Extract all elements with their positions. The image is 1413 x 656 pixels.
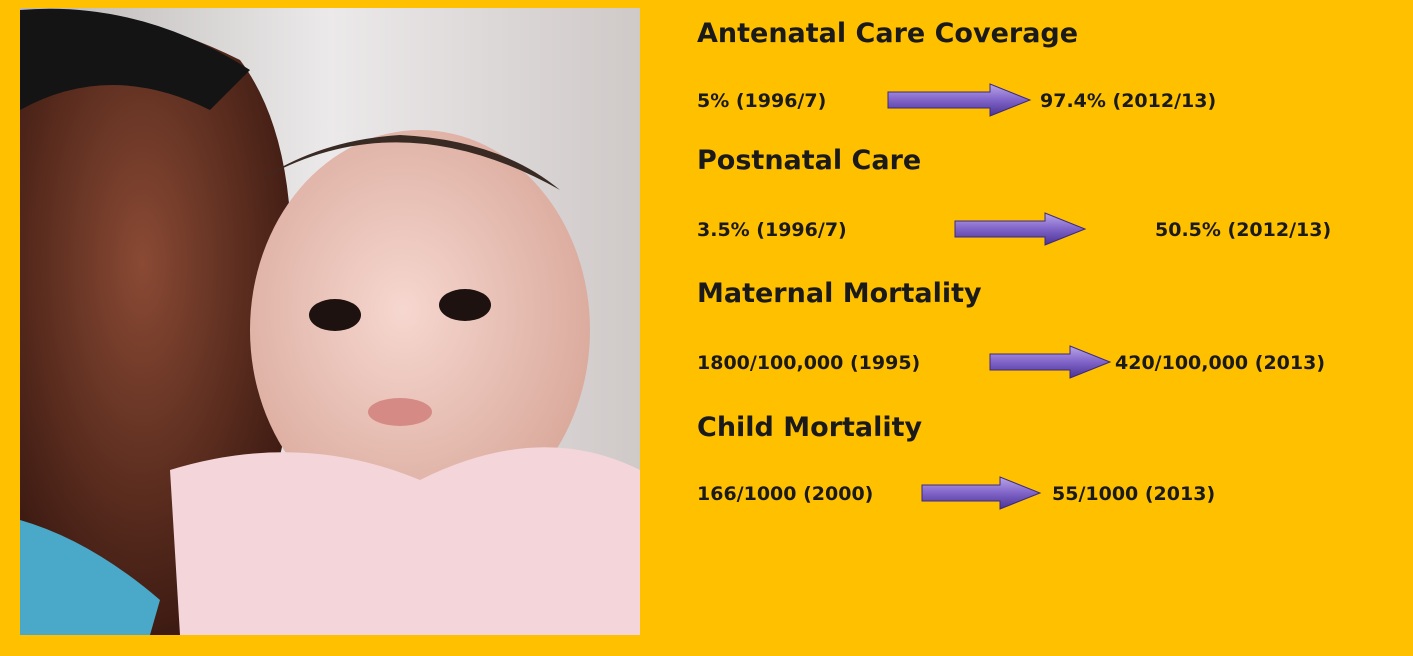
- slide: Antenatal Care Coverage 5% (1996/7) 97.4% …: [0, 0, 1413, 656]
- photo: [20, 8, 640, 635]
- section-title: Child Mortality: [697, 412, 923, 443]
- from-value: 3.5% (1996/7): [697, 219, 847, 241]
- arrow: [990, 346, 1110, 378]
- page: Antenatal Care Coverage 5% (1996/7) 97.4% …: [0, 0, 1413, 656]
- from-value: 5% (1996/7): [697, 90, 826, 112]
- section-title: Antenatal Care Coverage: [697, 18, 1078, 49]
- to-value: 97.4% (2012/13): [1040, 90, 1216, 112]
- section-title: Postnatal Care: [697, 145, 921, 176]
- to-value: 420/100,000 (2013): [1115, 352, 1325, 374]
- arrow: [955, 213, 1085, 245]
- to-value: 50.5% (2012/13): [1155, 219, 1331, 241]
- content: Antenatal Care Coverage 5% (1996/7) 97.4% …: [697, 18, 1331, 509]
- from-value: 166/1000 (2000): [697, 483, 873, 505]
- to-value: 55/1000 (2013): [1052, 483, 1215, 505]
- arrow: [888, 84, 1030, 116]
- arrow: [922, 477, 1040, 509]
- section-title: Maternal Mortality: [697, 278, 982, 309]
- from-value: 1800/100,000 (1995): [697, 352, 920, 374]
